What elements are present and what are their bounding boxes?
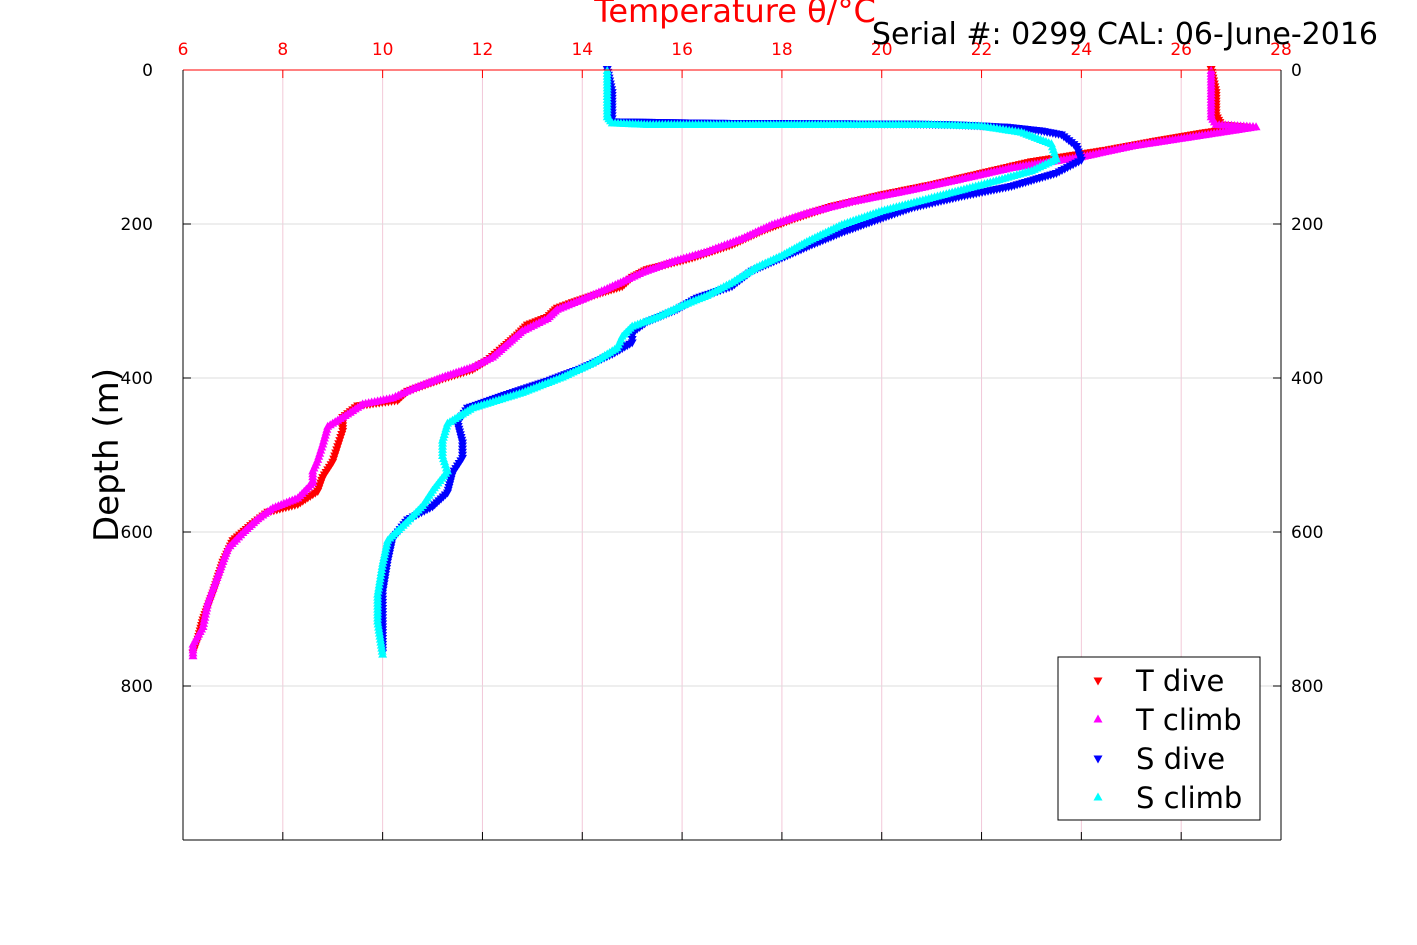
x-tick-label: 6: [178, 40, 189, 60]
legend-marker-t-dive: [1093, 677, 1103, 686]
data-points: [188, 66, 1261, 660]
legend: T dive T climb S dive S climb: [1057, 656, 1261, 821]
y-tick-label-left: 600: [121, 523, 153, 543]
series-t-climb: [188, 66, 1261, 660]
legend-box: [1057, 656, 1261, 821]
x-tick-label: 10: [372, 40, 394, 60]
legend-label-t-dive: T dive: [1135, 664, 1224, 698]
data-point: [188, 651, 198, 660]
y-tick-label-left: 400: [121, 369, 153, 389]
legend-marker-s-climb: [1093, 792, 1103, 801]
y-axis-label: Depth (m): [87, 368, 127, 542]
legend-marker-t-climb: [1093, 714, 1103, 723]
y-tick-label-right: 200: [1291, 215, 1323, 235]
x-tick-label: 12: [472, 40, 494, 60]
x-tick-label: 22: [971, 40, 993, 60]
top-axis-label: Temperature θ/°C: [593, 0, 876, 30]
x-tick-label: 16: [671, 40, 693, 60]
x-tick-label: 20: [871, 40, 893, 60]
x-tick-label: 14: [571, 40, 593, 60]
y-tick-label-left: 0: [142, 61, 153, 81]
y-tick-label-right: 0: [1291, 61, 1302, 81]
series-s-climb: [373, 66, 1061, 658]
y-tick-label-right: 800: [1291, 677, 1323, 697]
legend-label-s-dive: S dive: [1136, 742, 1225, 776]
x-tick-label: 18: [771, 40, 793, 60]
legend-marker-s-dive: [1093, 755, 1103, 764]
y-tick-label-left: 200: [121, 215, 153, 235]
legend-label-s-climb: S climb: [1136, 781, 1242, 815]
legend-label-t-climb: T climb: [1135, 703, 1242, 737]
x-tick-label: 28: [1270, 40, 1292, 60]
axes: [182, 69, 1282, 841]
y-tick-label-right: 600: [1291, 523, 1323, 543]
serial-annotation: Serial #: 0299 CAL: 06-June-2016: [872, 17, 1378, 52]
y-tick-label-left: 800: [121, 677, 153, 697]
x-tick-label: 24: [1071, 40, 1093, 60]
data-point: [378, 649, 388, 658]
x-tick-label: 8: [277, 40, 288, 60]
x-tick-label: 26: [1170, 40, 1192, 60]
y-tick-label-right: 400: [1291, 369, 1323, 389]
